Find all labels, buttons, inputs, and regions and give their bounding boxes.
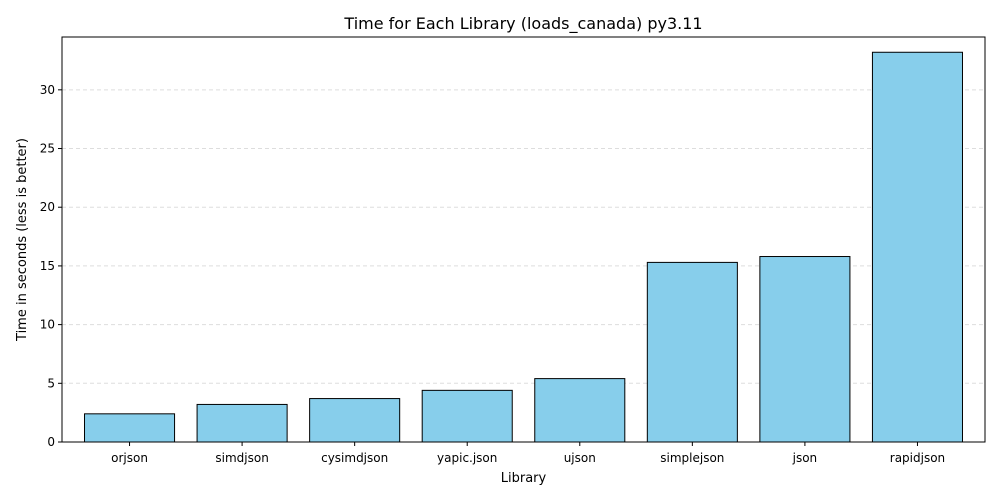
x-axis-ticks: orjson simdjson cysimdjson yapic.json ujson s… — [111, 442, 945, 465]
x-tick-label: yapic.json — [437, 451, 497, 465]
x-tick-label: rapidjson — [890, 451, 945, 465]
bar-yapic-json — [421, 389, 513, 443]
x-tick-label: orjson — [111, 451, 148, 465]
y-tick-label: 25 — [40, 142, 55, 156]
y-tick-label: 10 — [40, 318, 55, 332]
y-tick-label: 5 — [47, 376, 55, 390]
x-tick-label: simplejson — [660, 451, 724, 465]
x-tick-label: ujson — [564, 451, 596, 465]
bar-orjson — [84, 413, 176, 443]
y-tick-label: 20 — [40, 200, 55, 214]
y-tick-label: 30 — [40, 83, 55, 97]
x-tick-label: simdjson — [215, 451, 268, 465]
y-axis-label: Time in seconds (less is better) — [15, 138, 30, 342]
y-axis-ticks: 0 5 10 15 20 25 30 — [40, 83, 62, 449]
plot-frame — [61, 36, 986, 443]
chart-title: Time for Each Library (loads_canada) py3… — [343, 14, 702, 34]
bar-ujson — [534, 378, 626, 443]
bar-simplejson — [646, 261, 738, 443]
x-axis-label: Library — [501, 471, 547, 486]
x-tick-label: cysimdjson — [321, 451, 388, 465]
bar-simdjson — [196, 403, 288, 443]
bar-json — [759, 256, 851, 443]
bars — [84, 51, 963, 443]
x-tick-label: json — [792, 451, 818, 465]
y-tick-label: 15 — [40, 259, 55, 273]
bar-rapidjson — [871, 51, 963, 443]
y-tick-label: 0 — [47, 435, 55, 449]
bar-cysimdjson — [309, 398, 401, 443]
